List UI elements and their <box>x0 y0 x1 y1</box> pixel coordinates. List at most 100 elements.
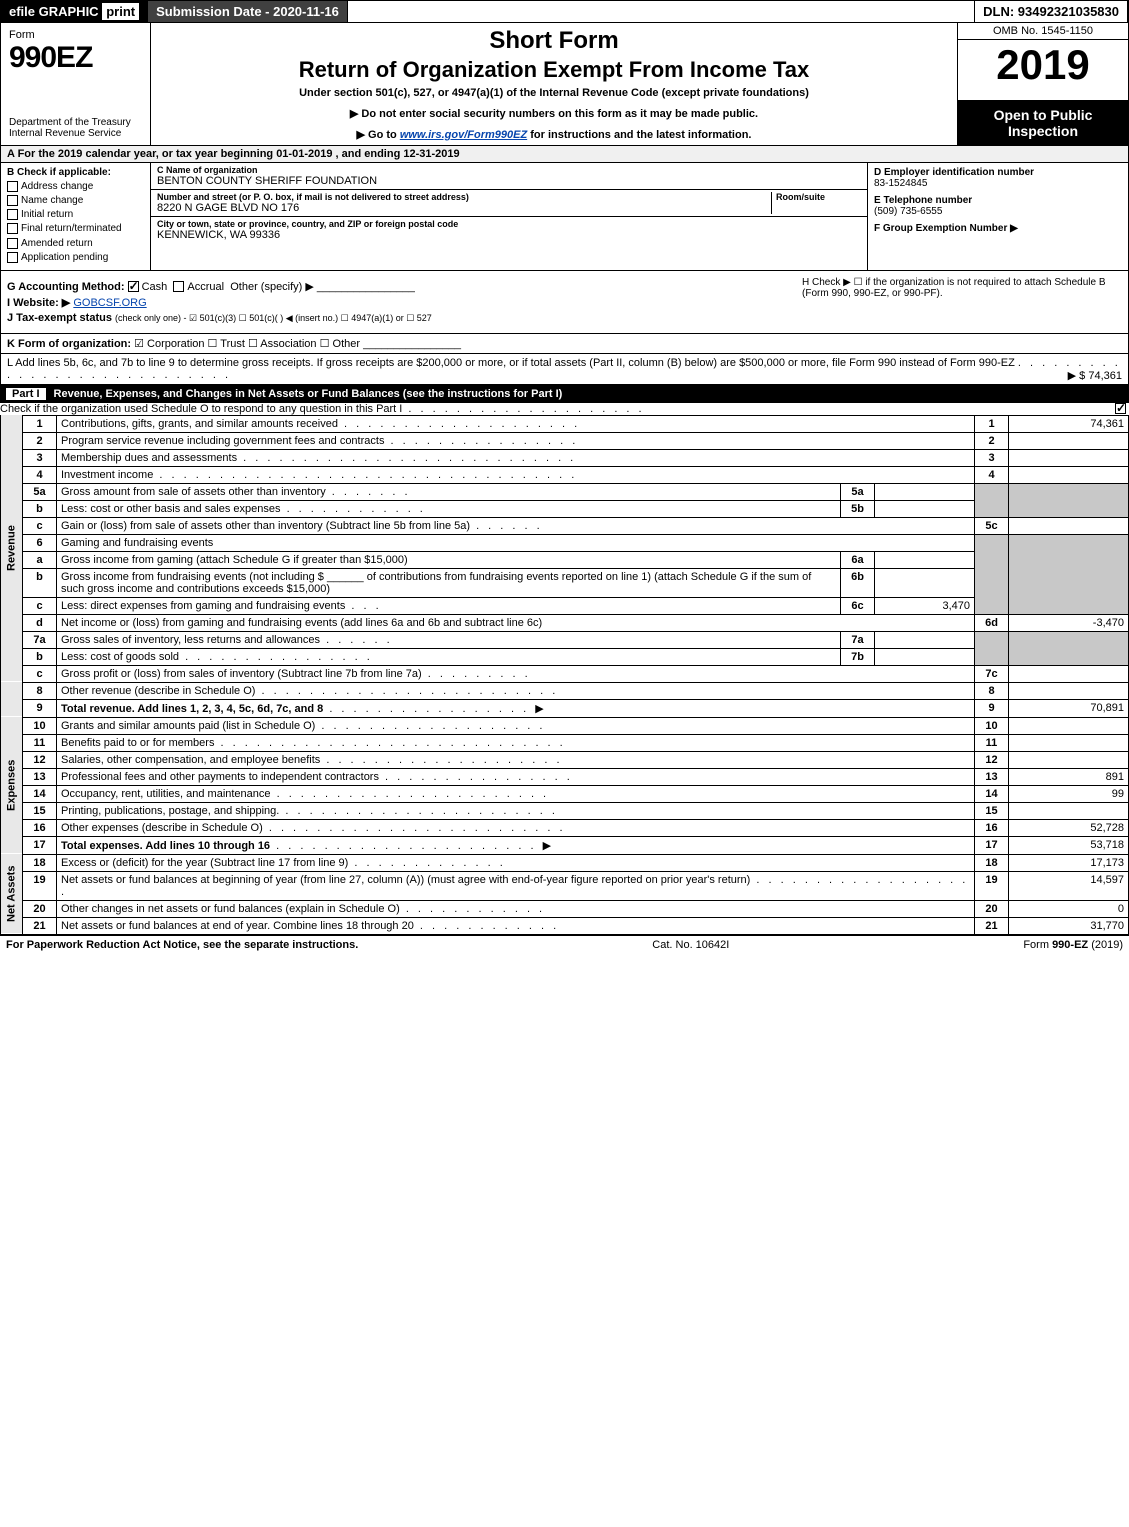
entity-block: B Check if applicable: Address change Na… <box>0 163 1129 271</box>
print-button[interactable]: print <box>102 3 139 20</box>
check-initial-return[interactable]: Initial return <box>7 209 144 220</box>
city-label: City or town, state or province, country… <box>157 219 861 229</box>
line-desc: Total expenses. Add lines 10 through 16 … <box>57 836 975 854</box>
shade-cell <box>1009 534 1129 614</box>
part1-header: Part I Revenue, Expenses, and Changes in… <box>0 385 1129 403</box>
line-rnum: 18 <box>975 854 1009 871</box>
table-row: 7a Gross sales of inventory, less return… <box>1 631 1129 648</box>
table-row: 13 Professional fees and other payments … <box>1 768 1129 785</box>
sub-value <box>875 483 975 500</box>
check-label: Initial return <box>21 209 73 220</box>
revenue-side-label: Revenue <box>1 415 23 682</box>
table-row: 3 Membership dues and assessments . . . … <box>1 449 1129 466</box>
line-desc: Benefits paid to or for members . . . . … <box>57 734 975 751</box>
section-f: F Group Exemption Number ▶ <box>874 223 1122 234</box>
line-desc: Professional fees and other payments to … <box>57 768 975 785</box>
check-final-return[interactable]: Final return/terminated <box>7 223 144 234</box>
line-num: d <box>23 614 57 631</box>
line-num: 15 <box>23 802 57 819</box>
k-options: ☑ Corporation ☐ Trust ☐ Association ☐ Ot… <box>134 338 360 350</box>
dln-value: DLN: 93492321035830 <box>975 1 1128 22</box>
under-section: Under section 501(c), 527, or 4947(a)(1)… <box>161 87 947 99</box>
gh-left: G Accounting Method: Cash Accrual Other … <box>7 277 802 327</box>
irs-label: Internal Revenue Service <box>9 128 142 139</box>
city: KENNEWICK, WA 99336 <box>157 229 861 241</box>
shade-cell <box>975 534 1009 614</box>
line-rnum: 11 <box>975 734 1009 751</box>
page-footer: For Paperwork Reduction Act Notice, see … <box>0 935 1129 954</box>
line-value <box>1009 717 1129 734</box>
line-rnum: 10 <box>975 717 1009 734</box>
efile-badge: efile GRAPHIC print <box>1 1 148 22</box>
line-value: 70,891 <box>1009 699 1129 717</box>
line-desc: Program service revenue including govern… <box>57 432 975 449</box>
check-amended-return[interactable]: Amended return <box>7 238 144 249</box>
line-desc: Grants and similar amounts paid (list in… <box>57 717 975 734</box>
line-value: 891 <box>1009 768 1129 785</box>
line-value: 52,728 <box>1009 819 1129 836</box>
line-num: 10 <box>23 717 57 734</box>
table-row: 20 Other changes in net assets or fund b… <box>1 900 1129 917</box>
table-row: b Gross income from fundraising events (… <box>1 568 1129 597</box>
line-desc: Gross sales of inventory, less returns a… <box>57 631 841 648</box>
l-line: L Add lines 5b, 6c, and 7b to line 9 to … <box>0 354 1129 385</box>
g-accrual-check[interactable] <box>173 281 184 292</box>
return-title: Return of Organization Exempt From Incom… <box>161 57 947 83</box>
sub-num: 7a <box>841 631 875 648</box>
line-desc: Less: cost or other basis and sales expe… <box>57 500 841 517</box>
website-link[interactable]: GOBCSF.ORG <box>73 297 146 309</box>
goto-post: for instructions and the latest informat… <box>527 129 751 141</box>
line-desc: Net assets or fund balances at beginning… <box>57 871 975 900</box>
line-desc: Gross profit or (loss) from sales of inv… <box>57 665 975 682</box>
table-row: Expenses 10 Grants and similar amounts p… <box>1 717 1129 734</box>
table-row: 5a Gross amount from sale of assets othe… <box>1 483 1129 500</box>
line-num: b <box>23 500 57 517</box>
line-num: 17 <box>23 836 57 854</box>
check-label: Amended return <box>21 238 93 249</box>
sub-value <box>875 631 975 648</box>
line-rnum: 3 <box>975 449 1009 466</box>
g-cash-check[interactable] <box>128 281 139 292</box>
g-accrual: Accrual <box>187 281 224 293</box>
line-value <box>1009 432 1129 449</box>
expenses-side-label: Expenses <box>1 717 23 854</box>
part-number: Part I <box>6 388 46 400</box>
sub-value <box>875 568 975 597</box>
i-label: I Website: ▶ <box>7 297 70 309</box>
sub-num: 6c <box>841 597 875 614</box>
line-desc: Less: cost of goods sold . . . . . . . .… <box>57 648 841 665</box>
line-value <box>1009 682 1129 699</box>
tax-year: 2019 <box>958 40 1128 101</box>
line-value <box>1009 734 1129 751</box>
line-rnum: 6d <box>975 614 1009 631</box>
check-name-change[interactable]: Name change <box>7 195 144 206</box>
table-row: 19 Net assets or fund balances at beginn… <box>1 871 1129 900</box>
table-row: Net Assets 18 Excess or (deficit) for th… <box>1 854 1129 871</box>
line-num: 3 <box>23 449 57 466</box>
line-num: 13 <box>23 768 57 785</box>
line-rnum: 5c <box>975 517 1009 534</box>
org-name: BENTON COUNTY SHERIFF FOUNDATION <box>157 175 861 187</box>
goto-line: ▶ Go to www.irs.gov/Form990EZ for instru… <box>161 128 947 141</box>
table-row: c Gross profit or (loss) from sales of i… <box>1 665 1129 682</box>
check-application-pending[interactable]: Application pending <box>7 252 144 263</box>
line-num: 7a <box>23 631 57 648</box>
line-num: c <box>23 665 57 682</box>
line-value <box>1009 466 1129 483</box>
line-desc: Other revenue (describe in Schedule O) .… <box>57 682 975 699</box>
table-row: 16 Other expenses (describe in Schedule … <box>1 819 1129 836</box>
line-desc: Less: direct expenses from gaming and fu… <box>57 597 841 614</box>
irs-link[interactable]: www.irs.gov/Form990EZ <box>400 129 527 141</box>
line-desc: Net income or (loss) from gaming and fun… <box>57 614 975 631</box>
line-num: b <box>23 568 57 597</box>
form-header: Form 990EZ Department of the Treasury In… <box>0 23 1129 146</box>
subcheck-box[interactable] <box>1115 403 1126 414</box>
table-row: 15 Printing, publications, postage, and … <box>1 802 1129 819</box>
check-address-change[interactable]: Address change <box>7 181 144 192</box>
g-label: G Accounting Method: <box>7 281 125 293</box>
department: Department of the Treasury <box>9 117 142 128</box>
g-other: Other (specify) ▶ <box>230 281 314 293</box>
netassets-side-label: Net Assets <box>1 854 23 934</box>
line-num: 5a <box>23 483 57 500</box>
check-label: Address change <box>21 181 93 192</box>
